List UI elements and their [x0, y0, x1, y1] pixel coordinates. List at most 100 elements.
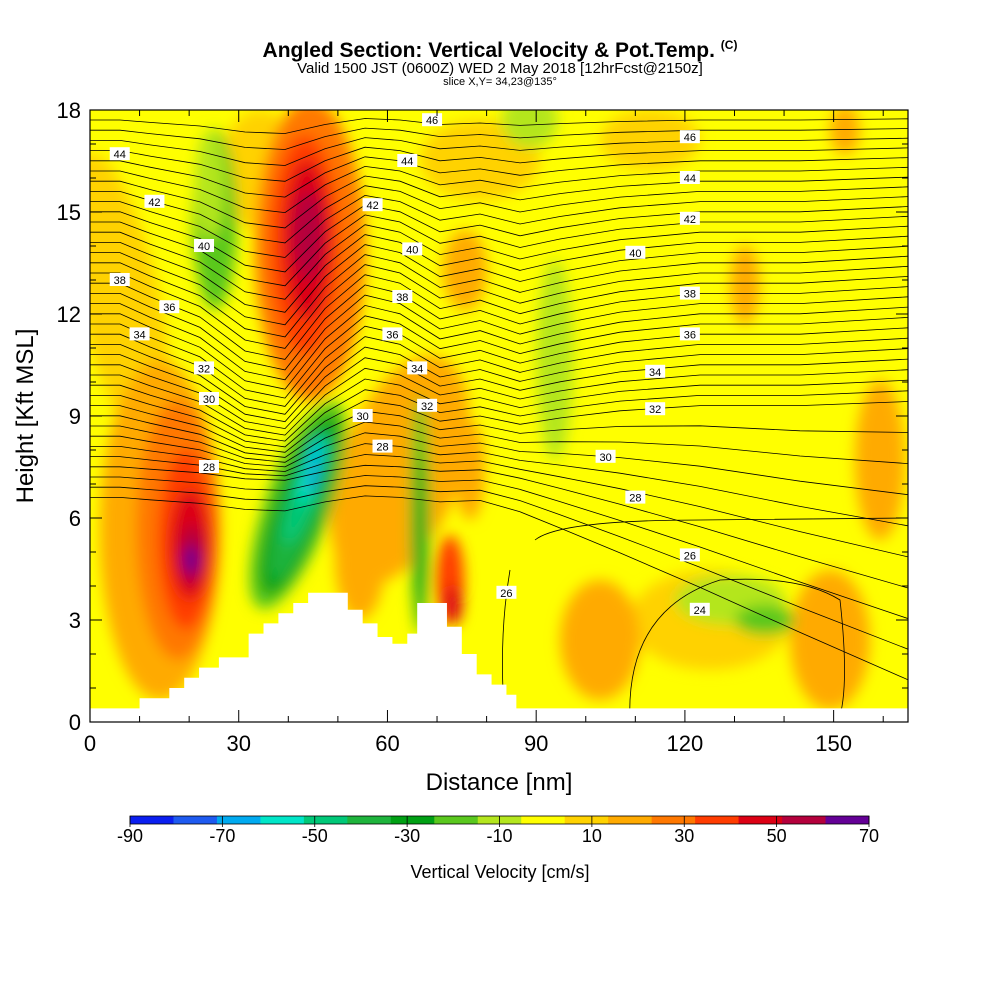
isentrope-label-bg — [645, 402, 666, 416]
y-tick-label: 12 — [57, 302, 81, 327]
isentrope-label-text: 30 — [599, 452, 611, 464]
chart-title: Angled Section: Vertical Velocity & Pot.… — [262, 38, 738, 62]
y-axis-label: Height [Kft MSL] — [12, 329, 39, 504]
colorbar-swatch — [303, 816, 348, 824]
isentrope-line-5 — [90, 165, 908, 214]
colorbar-swatch — [390, 816, 435, 824]
isentrope-line-25 — [90, 367, 908, 436]
isentrope-label-text: 38 — [114, 275, 126, 287]
isentrope-label-7: 42 — [679, 211, 700, 226]
isentrope-line-14 — [90, 254, 908, 338]
isentrope-label-text: 32 — [198, 363, 210, 375]
isentrope-label-bg — [496, 585, 517, 599]
colorbar-swatch — [521, 816, 566, 824]
isentrope-label-2: 44 — [109, 147, 130, 161]
x-tick-label: 0 — [84, 731, 96, 756]
isentrope-label-text: 42 — [366, 200, 378, 212]
isentrope-line-3 — [90, 146, 908, 182]
isentrope-line-11 — [90, 224, 908, 300]
velocity-blob-6 — [730, 245, 760, 325]
colorbar-tick-label: 50 — [766, 826, 787, 846]
colorbar-swatch — [434, 816, 479, 824]
isentrope-label-text: 44 — [114, 149, 126, 161]
isentrope-line-19 — [90, 304, 908, 390]
isentrope-label-11: 38 — [109, 273, 130, 287]
isentrope-label-bg — [679, 548, 700, 562]
isentrope-label-30: 26 — [679, 548, 700, 562]
isentrope-label-text: 44 — [684, 173, 696, 185]
colorbar-swatch — [651, 816, 696, 824]
velocity-blob-34 — [308, 462, 318, 494]
isentrope-line-13 — [90, 244, 908, 326]
isentrope-line-12 — [90, 234, 908, 313]
isentrope-label-20: 32 — [194, 361, 215, 375]
isentrope-line-27 — [90, 389, 908, 448]
velocity-blob-3 — [600, 110, 700, 170]
isentrope-label-text: 38 — [396, 292, 408, 304]
isentrope-label-bg — [689, 602, 710, 616]
isentrope-line-26 — [534, 517, 908, 541]
isentrope-line-10 — [90, 214, 908, 287]
isentrope-line-36 — [90, 485, 908, 650]
x-tick-label: 30 — [226, 731, 250, 756]
isentrope-label-text: 24 — [694, 605, 706, 617]
isentrope-label-27: 28 — [372, 439, 393, 454]
isentrope-line-26 — [90, 378, 908, 442]
isentrope-label-12: 38 — [392, 290, 413, 304]
isentrope-label-bg — [625, 490, 646, 504]
isentrope-line-2 — [90, 137, 908, 166]
colorbar-swatch — [695, 816, 740, 824]
isentrope-label-text: 34 — [411, 363, 423, 375]
isentrope-label-text: 40 — [629, 248, 641, 260]
isentrope-label-8: 40 — [194, 239, 215, 253]
y-tick-label: 6 — [69, 506, 81, 531]
isentrope-label-text: 28 — [203, 462, 215, 474]
isentrope-label-16: 36 — [679, 327, 700, 341]
isentrope-label-bg — [352, 409, 373, 422]
isentrope-line-15 — [90, 264, 908, 349]
isentrope-line-0 — [90, 118, 908, 134]
isentrope-label-text: 30 — [203, 394, 215, 406]
velocity-blob-8 — [855, 380, 905, 540]
isentrope-line-29 — [90, 410, 908, 458]
isentrope-line-32 — [90, 443, 908, 527]
x-tick-label: 90 — [524, 731, 548, 756]
colorbar-tick-label: -10 — [486, 826, 513, 846]
y-tick-label: 18 — [57, 98, 81, 123]
isentrope-label-bg — [679, 130, 700, 144]
isentrope-label-4: 44 — [679, 171, 700, 185]
isentrope-label-19: 34 — [645, 364, 666, 379]
isentrope-label-text: 26 — [500, 588, 512, 600]
isentrope-label-bg — [595, 449, 616, 463]
isentrope-label-1: 46 — [679, 130, 700, 144]
isentrope-label-bg — [109, 273, 130, 286]
isentrope-label-bg — [144, 194, 165, 208]
isentrope-label-29: 26 — [496, 585, 517, 600]
isentrope-label-text: 38 — [684, 289, 696, 301]
isentrope-label-text: 40 — [198, 241, 210, 253]
isentrope-label-31: 24 — [689, 602, 710, 617]
isentrope-label-18: 34 — [407, 361, 428, 375]
isentrope-line-31 — [90, 432, 908, 496]
isentrope-label-3: 44 — [397, 154, 418, 168]
colorbar-swatch — [130, 816, 174, 824]
isentrope-label-bg — [372, 439, 393, 453]
colorbar-swatch — [173, 816, 218, 824]
isentrope-label-bg — [194, 361, 215, 375]
isentrope-labels: 46 46 44 44 44 42 42 42 40 40 40 38 38 38 36 36 36 34 34 34… — [109, 113, 710, 617]
isentrope-label-bg — [679, 211, 700, 225]
velocity-blob-25 — [537, 260, 573, 460]
isentrope-label-bg — [397, 154, 418, 167]
colorbar-swatch — [564, 816, 609, 824]
isentrope-label-0: 46 — [422, 113, 443, 127]
velocity-blob-17 — [184, 546, 198, 574]
isentrope-line-9 — [90, 204, 908, 273]
velocity-blob-7 — [790, 570, 870, 710]
velocity-blob-11 — [560, 580, 640, 700]
colorbar-swatch — [825, 816, 870, 824]
y-tick-label: 9 — [69, 404, 81, 429]
isentrope-label-text: 28 — [629, 493, 641, 505]
isentrope-label-text: 46 — [426, 115, 438, 127]
